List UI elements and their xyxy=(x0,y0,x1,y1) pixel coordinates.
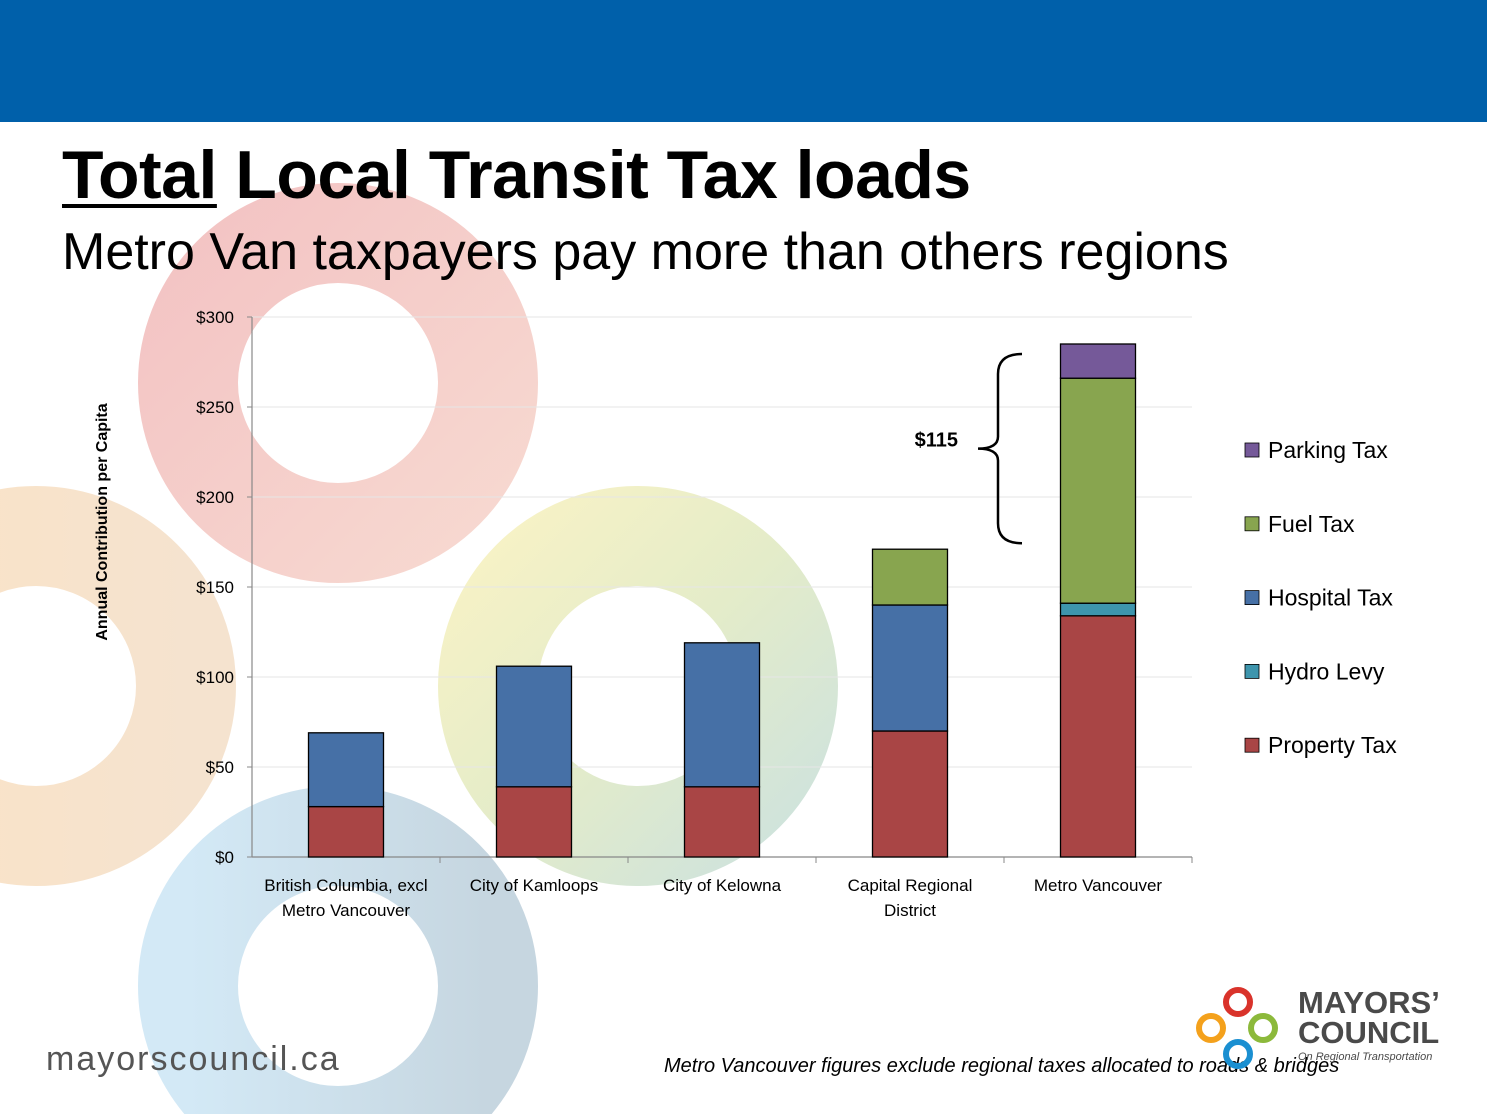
bar-parking-tax xyxy=(1059,343,1137,379)
header-bar xyxy=(0,0,1487,122)
legend-swatch xyxy=(1244,442,1260,458)
x-tick-label: Metro Vancouver xyxy=(1034,876,1163,895)
title-text: Local Transit Tax loads xyxy=(216,137,971,213)
bar-property-tax xyxy=(871,730,949,858)
y-tick-label: $200 xyxy=(196,488,234,507)
y-tick-label: $300 xyxy=(196,308,234,327)
x-tick-label: City of Kamloops xyxy=(470,876,599,895)
bar-property-tax xyxy=(495,786,573,858)
annotation-label: $115 xyxy=(915,430,958,452)
x-tick-label: Metro Vancouver xyxy=(282,901,411,920)
logo-rings-icon xyxy=(1196,987,1278,1069)
y-axis-label: Annual Contribution per Capita xyxy=(94,403,111,640)
bar-fuel-tax xyxy=(1059,377,1137,604)
legend-label: Hospital Tax xyxy=(1268,585,1393,611)
page-title: Total Local Transit Tax loads xyxy=(62,136,971,214)
bar-property-tax xyxy=(683,786,761,858)
legend-label: Parking Tax xyxy=(1268,437,1388,463)
legend-swatch xyxy=(1244,664,1260,679)
legend-swatch xyxy=(1244,737,1260,753)
y-tick-label: $100 xyxy=(196,668,234,687)
y-tick-label: $50 xyxy=(206,758,234,777)
brace-annotation xyxy=(977,352,1023,545)
bar-hospital-tax xyxy=(307,732,385,808)
bar-property-tax xyxy=(307,805,385,858)
x-tick-label: Capital Regional xyxy=(848,876,973,895)
y-tick-label: $250 xyxy=(196,398,234,417)
bar-hospital-tax xyxy=(495,665,573,788)
logo-line-1: MAYORS’ xyxy=(1298,985,1440,1020)
legend-label: Fuel Tax xyxy=(1268,511,1355,537)
legend-label: Hydro Levy xyxy=(1268,658,1385,684)
x-tick-label: British Columbia, excl xyxy=(264,876,427,895)
page-subtitle: Metro Van taxpayers pay more than others… xyxy=(62,223,1229,281)
logo-wordmark: MAYORS’ COUNCIL xyxy=(1298,985,1440,1050)
y-tick-label: $150 xyxy=(196,578,234,597)
logo-tagline: On Regional Transportation xyxy=(1298,1051,1433,1063)
website-url[interactable]: mayorscouncil.ca xyxy=(46,1040,341,1078)
mayors-council-logo: MAYORS’ COUNCIL On Regional Transportati… xyxy=(1194,984,1454,1074)
bar-fuel-tax xyxy=(871,548,949,606)
y-tick-label: $0 xyxy=(215,848,234,867)
legend-label: Property Tax xyxy=(1268,732,1397,758)
bar-hospital-tax xyxy=(871,604,949,732)
legend-swatch xyxy=(1244,590,1260,605)
bar-property-tax xyxy=(1059,615,1137,858)
title-emphasis: Total xyxy=(62,137,217,213)
x-tick-label: City of Kelowna xyxy=(663,876,782,895)
legend-swatch xyxy=(1244,516,1260,532)
bar-hydro-levy xyxy=(1059,602,1137,617)
footnote: Metro Vancouver figures exclude regional… xyxy=(664,1055,1340,1077)
logo-line-2: COUNCIL xyxy=(1298,1015,1440,1050)
bar-hospital-tax xyxy=(683,642,761,788)
x-tick-label: District xyxy=(884,901,936,920)
